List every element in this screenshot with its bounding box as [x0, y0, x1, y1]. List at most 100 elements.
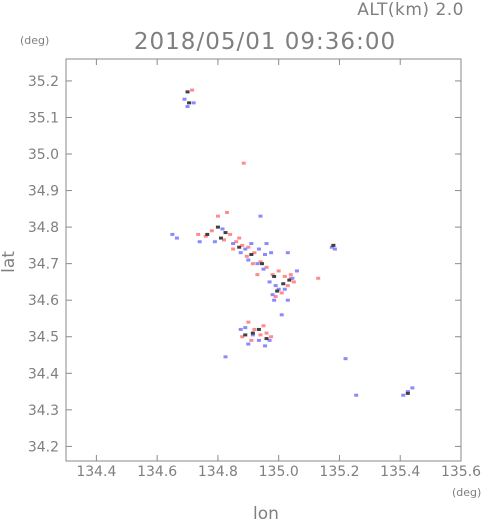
- data-point: [187, 101, 192, 105]
- data-point: [249, 253, 254, 257]
- data-point: [285, 298, 290, 302]
- x-tick-label: 135.0: [259, 464, 299, 480]
- data-point: [222, 238, 226, 242]
- y-tick-label: 35.0: [28, 147, 59, 163]
- data-point: [405, 390, 410, 394]
- data-point: [256, 327, 261, 331]
- data-point: [220, 227, 225, 231]
- data-point: [209, 229, 214, 233]
- y-tick-label: 34.5: [28, 330, 59, 346]
- data-point: [249, 242, 254, 246]
- data-point: [246, 320, 251, 324]
- data-point: [287, 278, 292, 282]
- y-tick-label: 35.2: [28, 74, 59, 90]
- data-point: [261, 267, 266, 271]
- y-tick-label: 34.6: [28, 293, 59, 309]
- data-point: [316, 276, 321, 280]
- x-tick-label: 135.4: [380, 464, 420, 480]
- data-point: [288, 273, 293, 277]
- y-tick-label: 34.8: [28, 220, 59, 236]
- data-point: [263, 253, 268, 257]
- x-tick-label: 134.6: [137, 464, 177, 480]
- x-ticks: 134.4 134.6 134.8 135.0 135.2 135.4 135.6: [76, 59, 481, 480]
- data-point: [234, 240, 239, 244]
- y-tick-label: 34.7: [28, 257, 59, 273]
- data-point: [329, 245, 334, 249]
- data-point: [282, 287, 287, 291]
- data-point: [250, 333, 255, 337]
- data-point: [182, 97, 187, 101]
- data-point: [273, 284, 278, 288]
- y-tick-label: 34.9: [28, 184, 59, 200]
- data-point: [185, 90, 190, 94]
- data-point: [243, 333, 248, 337]
- data-point: [264, 337, 269, 341]
- data-point: [225, 210, 230, 214]
- data-point: [256, 247, 261, 251]
- data-point: [256, 338, 261, 342]
- data-points: [170, 88, 415, 397]
- x-unit-label: (deg): [452, 486, 481, 499]
- data-point: [267, 338, 272, 342]
- data-point: [401, 393, 406, 397]
- y-unit-label: (deg): [20, 34, 49, 47]
- altitude-label: ALT(km) 2.0: [357, 0, 464, 20]
- data-point: [264, 265, 269, 269]
- plot-frame: [65, 58, 462, 462]
- data-point: [273, 295, 278, 299]
- data-point: [255, 273, 260, 277]
- data-point: [191, 101, 196, 105]
- data-point: [218, 236, 223, 240]
- data-point: [264, 242, 269, 246]
- data-point: [238, 251, 243, 255]
- data-point: [243, 247, 248, 251]
- x-tick-label: 135.6: [441, 464, 481, 480]
- data-point: [243, 326, 248, 330]
- y-axis-label: lat: [0, 251, 19, 273]
- data-point: [240, 243, 245, 247]
- data-point: [270, 273, 275, 277]
- x-axis-label: lon: [253, 504, 279, 521]
- x-tick-label: 134.4: [76, 464, 116, 480]
- data-point: [270, 293, 275, 297]
- y-tick-label: 35.1: [28, 110, 59, 126]
- data-point: [294, 269, 299, 273]
- data-point: [279, 291, 284, 295]
- data-point: [197, 240, 202, 244]
- data-point: [269, 335, 274, 339]
- data-point: [240, 335, 245, 339]
- data-point: [241, 161, 246, 165]
- data-point: [410, 386, 415, 390]
- data-point: [259, 262, 264, 266]
- data-point: [261, 324, 266, 328]
- data-point: [269, 251, 274, 255]
- data-point: [223, 231, 228, 235]
- data-point: [275, 289, 280, 293]
- data-point: [237, 236, 242, 240]
- data-point: [190, 88, 195, 92]
- data-point: [276, 287, 281, 291]
- data-point: [205, 232, 210, 236]
- data-point: [238, 327, 243, 331]
- data-point: [212, 240, 217, 244]
- data-point: [279, 313, 284, 317]
- data-point: [291, 280, 296, 284]
- data-point: [264, 331, 269, 335]
- data-point: [231, 242, 236, 246]
- data-point: [246, 245, 251, 249]
- data-point: [272, 274, 277, 278]
- data-point: [255, 262, 260, 266]
- data-point: [281, 282, 286, 286]
- data-point: [185, 105, 190, 109]
- data-point: [285, 284, 290, 288]
- data-point: [258, 214, 263, 218]
- data-point: [237, 245, 242, 249]
- data-point: [174, 236, 179, 240]
- data-point: [405, 391, 410, 395]
- data-point: [228, 232, 233, 236]
- data-point: [354, 393, 359, 397]
- data-point: [231, 247, 236, 251]
- y-tick-label: 34.2: [28, 439, 59, 455]
- y-tick-label: 34.4: [28, 366, 59, 382]
